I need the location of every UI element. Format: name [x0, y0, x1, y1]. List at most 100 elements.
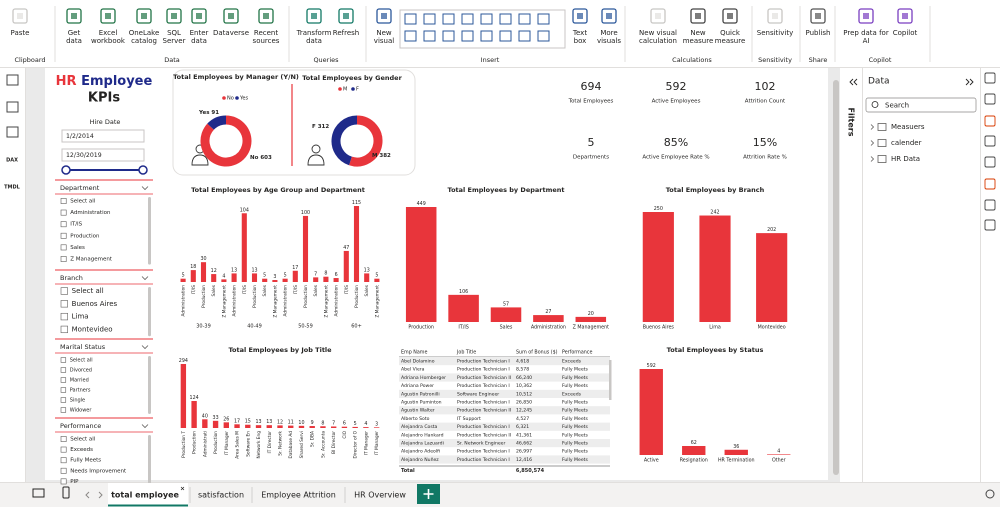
pane-icon[interactable]	[984, 135, 996, 147]
table-cell[interactable]: 26,850	[516, 400, 532, 406]
table-cell[interactable]: 26,997	[516, 449, 532, 455]
table-cell[interactable]: 12,416	[516, 457, 532, 463]
slicer-item[interactable]: Select all	[70, 437, 96, 443]
collapse-icon[interactable]	[849, 78, 858, 86]
slicer-item[interactable]: Married	[70, 378, 89, 384]
slicer-item[interactable]: Widower	[70, 408, 93, 414]
slicer-item[interactable]: Z Management	[70, 257, 113, 263]
gallery-visual-icon[interactable]	[518, 30, 531, 42]
table-cell[interactable]: Production Technician I	[457, 424, 510, 430]
table-cell[interactable]: 66,240	[516, 375, 532, 381]
rail-icon[interactable]	[6, 74, 19, 86]
slicer-chevron[interactable]	[141, 186, 149, 191]
slicer-item[interactable]: Administration	[70, 210, 111, 216]
gallery-visual-icon[interactable]	[442, 13, 455, 25]
filters-strip[interactable]	[840, 68, 862, 482]
gallery-visual-icon[interactable]	[404, 30, 417, 42]
tree-chevron[interactable]	[870, 140, 875, 146]
page-tab[interactable]	[190, 483, 252, 507]
table-cell[interactable]: Fully Meets	[562, 416, 588, 422]
slicer-item[interactable]: Lima	[72, 313, 89, 321]
slicer-checkbox[interactable]	[60, 256, 67, 262]
slicer-item[interactable]: Divorced	[70, 368, 92, 374]
slicer-item[interactable]: Buenos Aires	[72, 300, 118, 308]
pane-icon[interactable]	[984, 219, 996, 231]
page-tab[interactable]	[108, 483, 188, 507]
slicer-checkbox[interactable]	[60, 367, 67, 373]
date-slider-handle[interactable]	[61, 165, 71, 175]
table-cell[interactable]: Alejandro Hankard	[401, 432, 444, 438]
gallery-visual-icon[interactable]	[423, 13, 436, 25]
slicer-checkbox[interactable]	[60, 198, 67, 204]
page-tab-label[interactable]: satisfaction	[198, 491, 244, 500]
slicer-checkbox[interactable]	[60, 446, 67, 453]
table-cell[interactable]: Alejandra Lazuardi	[401, 441, 444, 447]
slicer-checkbox[interactable]	[60, 287, 68, 295]
scrollbar[interactable]	[833, 80, 839, 475]
slicer-checkbox[interactable]	[60, 436, 67, 442]
slicer-checkbox[interactable]	[60, 244, 67, 251]
slicer-item[interactable]: Exceeds	[70, 447, 93, 453]
search-placeholder[interactable]: Search	[885, 102, 909, 110]
slicer-item[interactable]: Montevideo	[72, 325, 113, 333]
slicer-item[interactable]: Select all	[70, 358, 93, 364]
table-cell[interactable]: 10,362	[516, 383, 532, 389]
pane-icon[interactable]	[984, 178, 996, 190]
tree-item[interactable]: calender	[891, 139, 922, 147]
gallery-visual-icon[interactable]	[461, 30, 474, 42]
rail-icon[interactable]	[6, 101, 19, 113]
page-tab[interactable]	[345, 483, 415, 507]
gallery-visual-icon[interactable]	[442, 30, 455, 42]
pane-icon[interactable]	[984, 93, 996, 105]
desktop-view-icon[interactable]	[32, 488, 45, 498]
gallery-visual-icon[interactable]	[404, 13, 417, 25]
table-cell[interactable]: Fully Meets	[562, 408, 588, 414]
slicer-checkbox[interactable]	[60, 478, 67, 485]
gallery-visual-icon[interactable]	[480, 30, 493, 42]
slicer-checkbox[interactable]	[60, 232, 67, 239]
table-cell[interactable]: Fully Meets	[562, 441, 588, 447]
mobile-view-icon[interactable]	[62, 486, 70, 499]
gallery-visual-icon[interactable]	[480, 13, 493, 25]
table-cell[interactable]: 8,578	[516, 367, 529, 373]
rail-icon[interactable]	[6, 126, 19, 138]
slicer-checkbox[interactable]	[60, 407, 67, 413]
table-cell[interactable]: Agustin Patronilli	[401, 391, 440, 397]
filters-pane-label[interactable]: Filters	[847, 108, 856, 137]
table-cell[interactable]: Alejandro Adeolfi	[401, 449, 440, 455]
gallery-visual-icon[interactable]	[499, 13, 512, 25]
slicer-item[interactable]: IT/IS	[70, 222, 82, 228]
table-cell[interactable]: Production Technician I	[457, 367, 510, 373]
expand-icon[interactable]	[965, 78, 974, 86]
table-cell[interactable]: Fully Meets	[562, 457, 588, 463]
tree-item[interactable]: Measuers	[891, 123, 925, 131]
table-cell[interactable]: 10,512	[516, 391, 532, 397]
table-cell[interactable]: Software Engineer	[457, 391, 499, 397]
table-cell[interactable]: Alejandro Nuñez	[401, 457, 439, 463]
table-cell[interactable]: Production Technician II	[457, 375, 511, 381]
pane-icon[interactable]	[984, 199, 996, 211]
slicer-chevron[interactable]	[141, 424, 149, 429]
slicer-item[interactable]: Single	[70, 398, 85, 404]
rail-icon-label[interactable]: TMDL	[4, 185, 21, 191]
table-cell[interactable]: 6,321	[516, 424, 529, 430]
table-cell[interactable]: 46,662	[516, 441, 532, 447]
slicer-checkbox[interactable]	[60, 357, 67, 363]
ribbon-button[interactable]: Refresh	[333, 8, 359, 37]
table-cell[interactable]: 4,618	[516, 359, 529, 365]
pane-icon[interactable]	[984, 115, 996, 127]
slicer-item[interactable]: Select all	[72, 287, 104, 295]
tree-chevron[interactable]	[870, 156, 875, 162]
tab-close[interactable]	[180, 486, 185, 491]
table-cell[interactable]: Fully Meets	[562, 400, 588, 406]
table-cell[interactable]: IT Support	[457, 416, 481, 422]
gallery-visual-icon[interactable]	[499, 30, 512, 42]
table-cell[interactable]: Production Technician II	[457, 408, 511, 414]
